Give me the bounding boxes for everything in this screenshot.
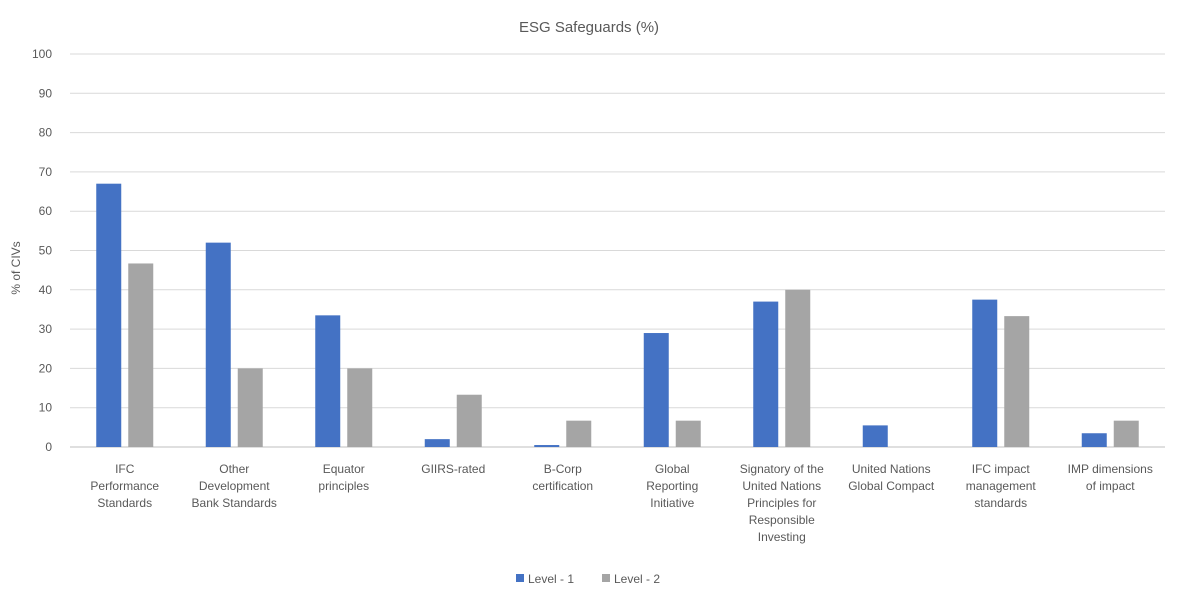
y-tick-labels: 0 10 20 30 40 50 60 70 80 90 100 — [32, 47, 52, 454]
bar-1 — [205, 242, 231, 447]
gridlines — [70, 53, 1165, 448]
x-tick-label: United Nations Global Compact — [848, 462, 935, 493]
bar-1 — [534, 445, 560, 447]
y-tick-label: 10 — [39, 401, 53, 415]
y-tick-label: 70 — [39, 165, 53, 179]
legend: Level - 1 Level - 2 — [516, 572, 660, 586]
bar-1 — [1081, 433, 1107, 447]
legend-label-1: Level - 1 — [528, 572, 574, 586]
chart-title: ESG Safeguards (%) — [519, 19, 659, 36]
bar-1 — [972, 299, 998, 447]
bar-2 — [128, 263, 154, 447]
y-axis-label: % of CIVs — [9, 241, 23, 294]
bar-2 — [1113, 420, 1139, 447]
bar-2 — [675, 420, 701, 447]
bar-1 — [424, 439, 450, 447]
bar-2 — [1004, 316, 1030, 447]
bar-2 — [237, 368, 263, 447]
x-tick-label: Equator principles — [318, 462, 369, 493]
legend-label-2: Level - 2 — [614, 572, 660, 586]
x-tick-label: Signatory of the United Nations Principles… — [740, 462, 824, 544]
bar-2 — [347, 368, 373, 447]
x-tick-label: Other Development Bank Standards — [192, 462, 277, 510]
x-tick-labels: IFC Performance Standards Other Development B… — [90, 462, 1152, 544]
legend-swatch-1 — [516, 574, 524, 582]
x-tick-label: GIIRS-rated — [421, 462, 485, 476]
y-tick-label: 20 — [39, 361, 53, 375]
x-tick-label: B-Corp certification — [532, 462, 593, 493]
y-tick-label: 30 — [39, 322, 53, 336]
x-tick-label: Global Reporting Initiative — [646, 462, 698, 510]
bar-1 — [643, 333, 669, 447]
legend-swatch-2 — [602, 574, 610, 582]
bar-1 — [753, 301, 779, 447]
y-tick-label: 90 — [39, 86, 53, 100]
y-tick-label: 60 — [39, 204, 53, 218]
y-tick-label: 50 — [39, 244, 53, 258]
x-tick-label: IFC impact management standards — [966, 462, 1037, 510]
y-tick-label: 80 — [39, 126, 53, 140]
y-tick-label: 0 — [45, 440, 52, 454]
bar-1 — [315, 315, 341, 447]
y-tick-label: 100 — [32, 47, 52, 61]
x-tick-label: IFC Performance Standards — [90, 462, 159, 510]
bar-2 — [785, 289, 811, 447]
bar-2 — [566, 420, 592, 447]
bar-2 — [456, 394, 482, 447]
y-tick-label: 40 — [39, 283, 53, 297]
bars — [96, 183, 1139, 447]
x-tick-label: IMP dimensions of impact — [1068, 462, 1153, 493]
bar-1 — [96, 183, 122, 447]
bar-1 — [862, 425, 888, 447]
